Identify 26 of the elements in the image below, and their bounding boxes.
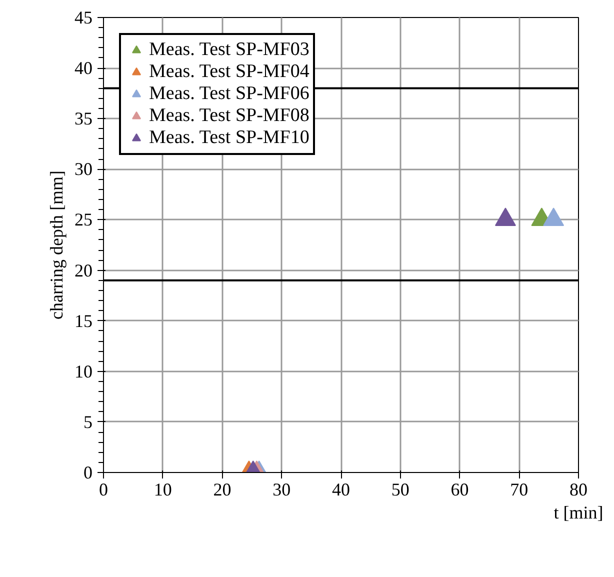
x-tick-label: 50 [391, 480, 410, 500]
legend-label: Meas. Test SP-MF10 [149, 127, 310, 149]
legend-label: Meas. Test SP-MF04 [149, 61, 310, 83]
y-tick-label: 35 [74, 108, 92, 129]
y-tick-label: 30 [74, 159, 92, 180]
y-tick-label: 45 [74, 8, 92, 28]
x-tick-label: 30 [272, 480, 291, 500]
x-axis-title: t [min] [554, 502, 604, 522]
legend-label: Meas. Test SP-MF03 [149, 39, 310, 61]
y-tick-label: 10 [74, 361, 92, 382]
y-tick-label: 20 [74, 260, 92, 280]
y-tick-label: 40 [74, 58, 92, 78]
y-axis-title: charring depth [mm] [46, 170, 66, 320]
x-tick-label: 70 [510, 480, 528, 500]
x-tick-label: 60 [450, 480, 469, 500]
x-tick-label: 10 [154, 480, 172, 500]
legend-label: Meas. Test SP-MF08 [149, 105, 310, 127]
y-tick-label: 15 [74, 310, 92, 331]
x-tick-label: 0 [99, 480, 108, 500]
x-tick-label: 20 [213, 480, 232, 500]
y-tick-label: 0 [84, 462, 92, 482]
y-tick-label: 25 [74, 210, 92, 230]
y-tick-label: 5 [84, 412, 92, 432]
x-tick-label: 80 [570, 480, 588, 500]
x-tick-label: 40 [332, 480, 350, 500]
legend-label: Meas. Test SP-MF06 [149, 83, 310, 105]
